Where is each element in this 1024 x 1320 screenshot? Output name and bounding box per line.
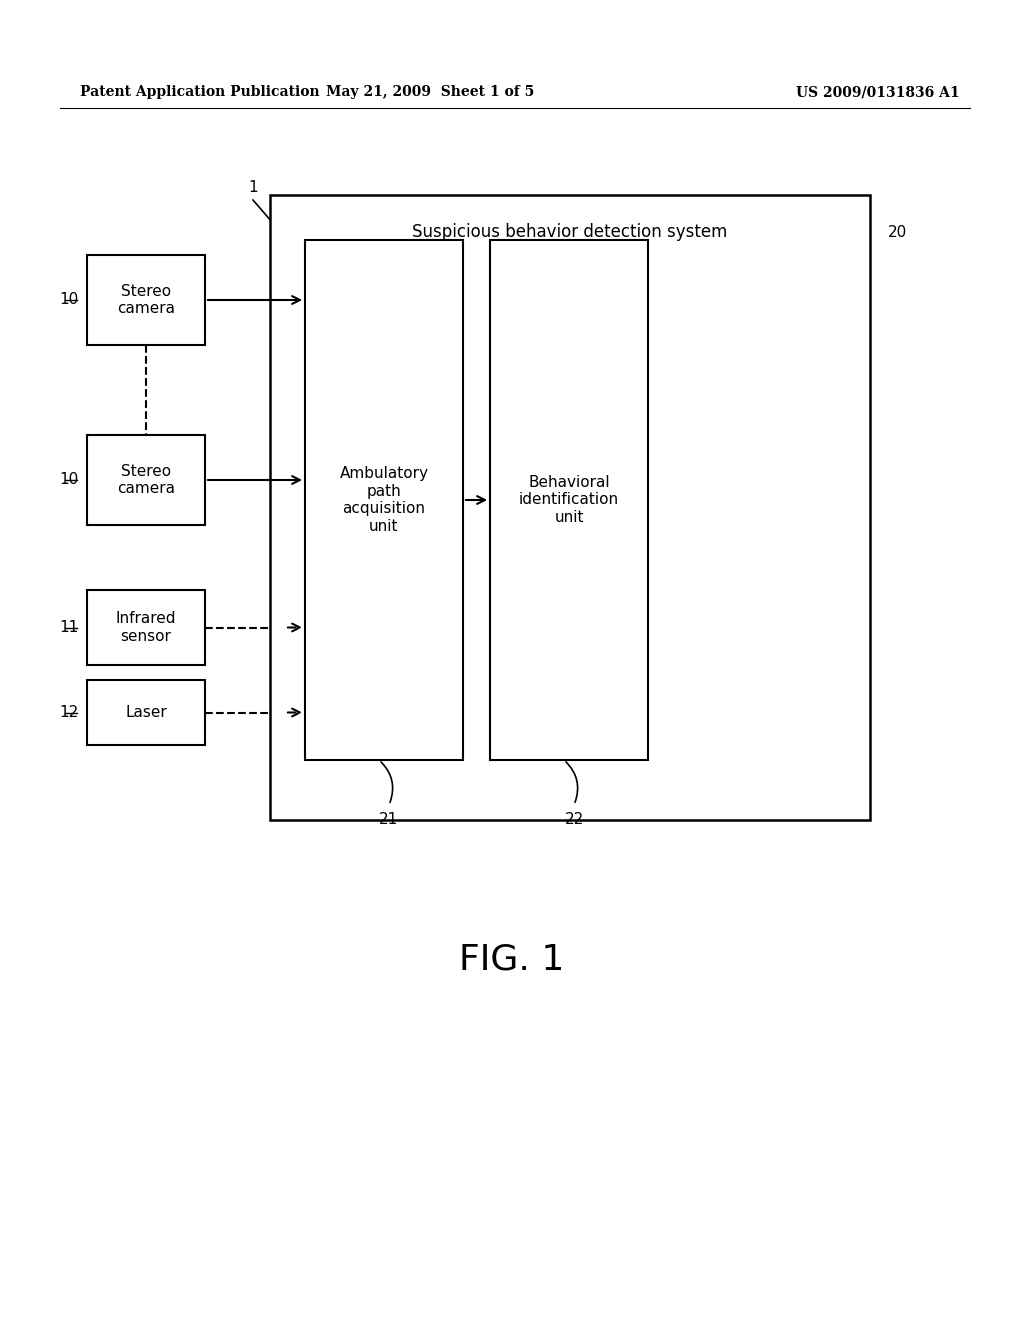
Text: Stereo
camera: Stereo camera (117, 463, 175, 496)
Text: Ambulatory
path
acquisition
unit: Ambulatory path acquisition unit (340, 466, 428, 533)
Text: Suspicious behavior detection system: Suspicious behavior detection system (413, 223, 728, 242)
Text: Infrared
sensor: Infrared sensor (116, 611, 176, 644)
Text: 11: 11 (59, 620, 79, 635)
Text: May 21, 2009  Sheet 1 of 5: May 21, 2009 Sheet 1 of 5 (326, 84, 535, 99)
Bar (87, 255, 205, 345)
Text: 12: 12 (59, 705, 79, 719)
Text: 1: 1 (248, 180, 258, 195)
Text: Stereo
camera: Stereo camera (117, 284, 175, 317)
Bar (270, 195, 870, 820)
Text: 10: 10 (59, 293, 79, 308)
Text: Patent Application Publication: Patent Application Publication (80, 84, 319, 99)
Text: Laser: Laser (125, 705, 167, 719)
Bar (87, 680, 205, 744)
Text: Behavioral
identification
unit: Behavioral identification unit (519, 475, 620, 525)
Bar (305, 240, 463, 760)
Text: 21: 21 (379, 812, 398, 828)
Bar (87, 590, 205, 665)
Text: US 2009/0131836 A1: US 2009/0131836 A1 (797, 84, 961, 99)
Text: FIG. 1: FIG. 1 (460, 942, 564, 977)
Text: 10: 10 (59, 473, 79, 487)
Bar (87, 436, 205, 525)
Text: 22: 22 (564, 812, 584, 828)
Text: 20: 20 (888, 224, 907, 240)
Bar (490, 240, 648, 760)
